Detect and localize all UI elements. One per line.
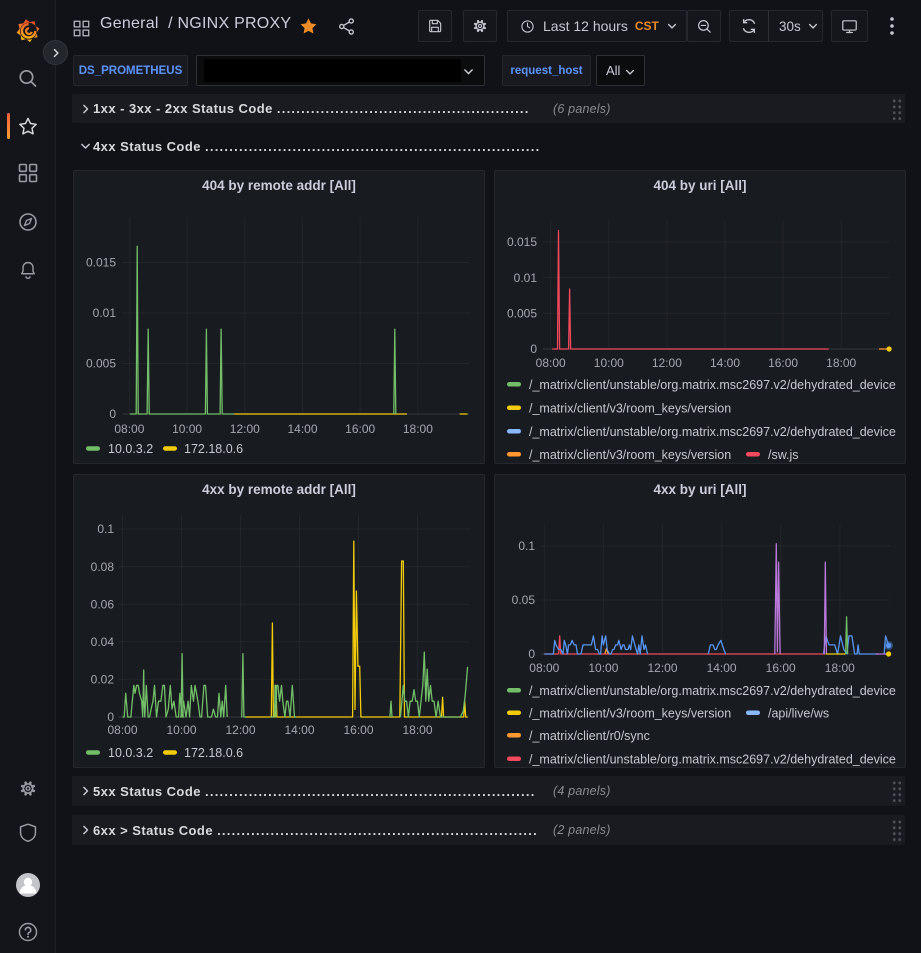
svg-text:/sw.js: /sw.js bbox=[768, 448, 799, 462]
svg-text:08:00: 08:00 bbox=[114, 422, 144, 436]
svg-text:10.0.3.2: 10.0.3.2 bbox=[108, 442, 153, 456]
svg-text:18:00: 18:00 bbox=[825, 661, 855, 675]
svg-text:/api/live/ws: /api/live/ws bbox=[768, 707, 829, 721]
svg-text:08:00: 08:00 bbox=[536, 356, 566, 370]
svg-text:172.18.0.6: 172.18.0.6 bbox=[184, 746, 243, 760]
svg-text:12:00: 12:00 bbox=[230, 422, 260, 436]
svg-text:10:00: 10:00 bbox=[166, 723, 196, 737]
svg-text:14:00: 14:00 bbox=[710, 356, 740, 370]
svg-text:0.04: 0.04 bbox=[91, 635, 115, 649]
svg-text:0.015: 0.015 bbox=[507, 235, 537, 249]
svg-text:10:00: 10:00 bbox=[588, 661, 618, 675]
svg-text:0.1: 0.1 bbox=[518, 539, 535, 553]
svg-text:0.08: 0.08 bbox=[91, 560, 115, 574]
svg-text:14:00: 14:00 bbox=[287, 422, 317, 436]
svg-text:0.05: 0.05 bbox=[512, 593, 536, 607]
svg-text:0.06: 0.06 bbox=[91, 597, 115, 611]
svg-text:18:00: 18:00 bbox=[402, 723, 432, 737]
svg-text:14:00: 14:00 bbox=[707, 661, 737, 675]
svg-text:/_matrix/client/v3/room_keys/v: /_matrix/client/v3/room_keys/version bbox=[529, 707, 731, 721]
svg-text:/_matrix/client/unstable/org.m: /_matrix/client/unstable/org.matrix.msc2… bbox=[529, 378, 896, 392]
svg-text:0.005: 0.005 bbox=[86, 357, 116, 371]
svg-text:08:00: 08:00 bbox=[529, 661, 559, 675]
svg-text:10.0.3.2: 10.0.3.2 bbox=[108, 746, 153, 760]
svg-text:0: 0 bbox=[530, 342, 537, 356]
svg-text:16:00: 16:00 bbox=[345, 422, 375, 436]
svg-text:12:00: 12:00 bbox=[652, 356, 682, 370]
svg-text:0.01: 0.01 bbox=[93, 306, 117, 320]
svg-text:172.18.0.6: 172.18.0.6 bbox=[184, 442, 243, 456]
svg-text:0.015: 0.015 bbox=[86, 256, 116, 270]
svg-text:0.01: 0.01 bbox=[514, 271, 538, 285]
svg-text:08:00: 08:00 bbox=[107, 723, 137, 737]
svg-text:0: 0 bbox=[528, 647, 535, 661]
svg-text:0: 0 bbox=[107, 710, 114, 724]
svg-text:18:00: 18:00 bbox=[826, 356, 856, 370]
svg-text:0.005: 0.005 bbox=[507, 307, 537, 321]
svg-text:12:00: 12:00 bbox=[225, 723, 255, 737]
svg-text:16:00: 16:00 bbox=[768, 356, 798, 370]
svg-text:/_matrix/client/v3/room_keys/v: /_matrix/client/v3/room_keys/version bbox=[529, 402, 731, 416]
svg-text:/_matrix/client/r0/sync: /_matrix/client/r0/sync bbox=[529, 729, 650, 743]
svg-text:/_matrix/client/unstable/org.m: /_matrix/client/unstable/org.matrix.msc2… bbox=[529, 753, 896, 767]
svg-text:/_matrix/client/unstable/org.m: /_matrix/client/unstable/org.matrix.msc2… bbox=[529, 425, 896, 439]
svg-text:/_matrix/client/v3/room_keys/v: /_matrix/client/v3/room_keys/version bbox=[529, 448, 731, 462]
svg-text:14:00: 14:00 bbox=[284, 723, 314, 737]
svg-text:0.1: 0.1 bbox=[97, 522, 114, 536]
svg-text:10:00: 10:00 bbox=[172, 422, 202, 436]
svg-text:10:00: 10:00 bbox=[594, 356, 624, 370]
svg-text:0.02: 0.02 bbox=[91, 673, 115, 687]
svg-text:16:00: 16:00 bbox=[766, 661, 796, 675]
svg-text:12:00: 12:00 bbox=[647, 661, 677, 675]
svg-text:16:00: 16:00 bbox=[343, 723, 373, 737]
svg-text:18:00: 18:00 bbox=[403, 422, 433, 436]
svg-text:/_matrix/client/unstable/org.m: /_matrix/client/unstable/org.matrix.msc2… bbox=[529, 684, 896, 698]
svg-text:0: 0 bbox=[109, 407, 116, 421]
